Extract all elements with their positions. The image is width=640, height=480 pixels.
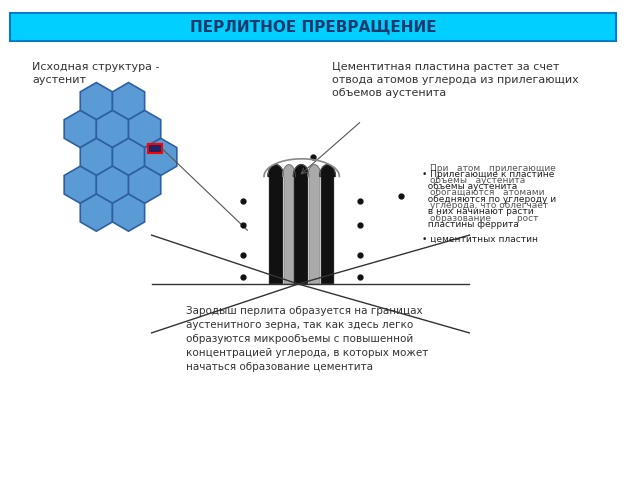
Text: • цементитных пластин: • цементитных пластин: [422, 235, 538, 244]
Text: ПЕРЛИТНОЕ ПРЕВРАЩЕНИЕ: ПЕРЛИТНОЕ ПРЕВРАЩЕНИЕ: [189, 19, 436, 34]
Polygon shape: [113, 83, 145, 120]
Polygon shape: [145, 138, 177, 176]
Text: Исходная структура -
аустенит: Исходная структура - аустенит: [32, 62, 160, 85]
Bar: [321, 177, 335, 284]
Polygon shape: [64, 110, 97, 147]
Polygon shape: [320, 165, 335, 177]
Bar: [284, 177, 294, 284]
Polygon shape: [80, 194, 113, 231]
Text: • Прилегающие к пластине
  объемы аустенита
  обедняются по углероду и
  в них н: • Прилегающие к пластине объемы аустенит…: [422, 169, 557, 228]
Polygon shape: [283, 165, 295, 177]
Bar: [309, 177, 320, 284]
Polygon shape: [64, 166, 97, 204]
Bar: [148, 144, 162, 153]
Polygon shape: [97, 110, 129, 147]
Bar: [294, 177, 308, 284]
Polygon shape: [129, 110, 161, 147]
Bar: [269, 177, 283, 284]
Polygon shape: [308, 165, 321, 177]
Polygon shape: [113, 194, 145, 231]
Polygon shape: [80, 83, 113, 120]
Polygon shape: [129, 166, 161, 204]
Polygon shape: [80, 138, 113, 176]
Text: Зародыш перлита образуется на границах
аустенитного зерна, так как здесь легко
о: Зародыш перлита образуется на границах а…: [186, 307, 428, 372]
Polygon shape: [268, 165, 284, 177]
Text: Цементитная пластина растет за счет
отвода атомов углерода из прилегающих
объемо: Цементитная пластина растет за счет отво…: [333, 62, 579, 98]
Text: При   атом   прилегающие
объемы   аустенита
обогащаются   атомами
углерода, что : При атом прилегающие объемы аустенита об…: [430, 164, 556, 223]
Polygon shape: [97, 166, 129, 204]
Bar: [10, 13, 616, 40]
Polygon shape: [293, 165, 309, 177]
Polygon shape: [113, 138, 145, 176]
